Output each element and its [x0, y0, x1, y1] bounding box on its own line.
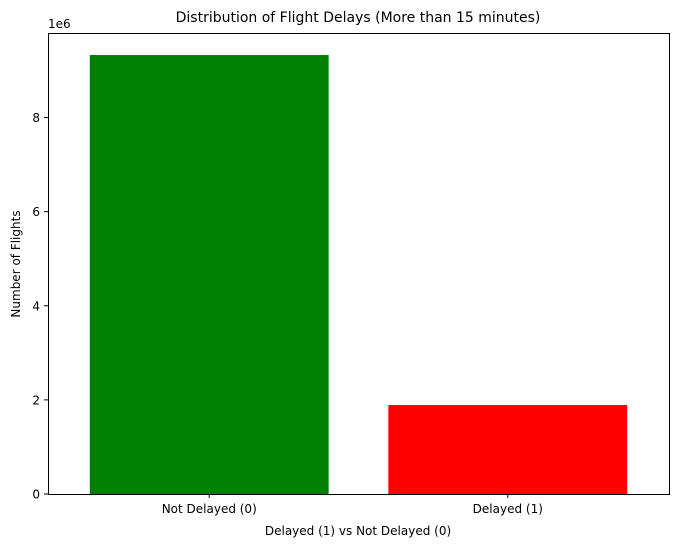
chart-title: Distribution of Flight Delays (More than… — [176, 10, 541, 26]
x-axis-label: Delayed (1) vs Not Delayed (0) — [265, 524, 451, 538]
y-axis-offset-label: 1e6 — [48, 17, 71, 31]
x-axis-ticks: Not Delayed (0) Delayed (1) — [162, 494, 543, 516]
y-tick-label: 6 — [32, 205, 40, 219]
bar-not-delayed-0 — [90, 55, 329, 494]
y-tick-label: 0 — [32, 488, 40, 502]
bars-group — [90, 55, 627, 494]
y-axis-ticks: 0 2 4 6 8 — [32, 111, 48, 501]
x-tick-label: Not Delayed (0) — [162, 502, 257, 516]
x-tick-label: Delayed (1) — [473, 502, 543, 516]
bar-delayed-1 — [388, 405, 627, 494]
y-axis-label: Number of Flights — [9, 210, 23, 317]
y-tick-label: 2 — [32, 393, 40, 407]
y-tick-label: 4 — [32, 299, 40, 313]
y-tick-label: 8 — [32, 111, 40, 125]
